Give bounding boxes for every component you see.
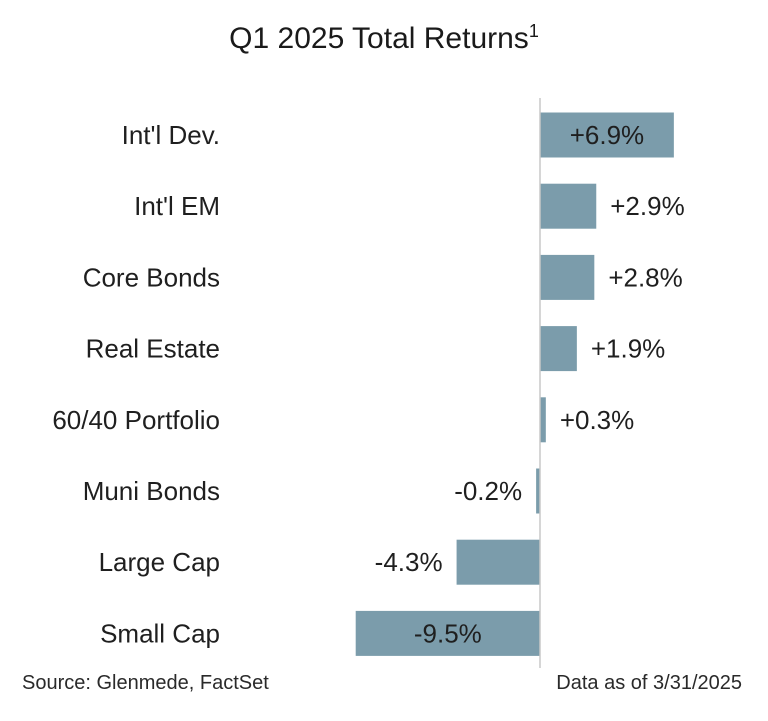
category-label: Small Cap — [100, 618, 220, 648]
bar-4 — [540, 326, 577, 372]
bar-7 — [456, 539, 540, 585]
date-note: Data as of 3/31/2025 — [556, 672, 742, 694]
bar-3 — [540, 254, 595, 300]
category-label: 60/40 Portfolio — [52, 405, 220, 435]
category-label: Large Cap — [99, 547, 220, 577]
category-label: Int'l EM — [134, 191, 220, 221]
value-label: +1.9% — [591, 334, 665, 364]
bar-1 — [540, 112, 674, 158]
value-label: +2.8% — [608, 262, 682, 292]
category-label: Int'l Dev. — [122, 120, 220, 150]
chart-title-text: Q1 2025 Total Returns — [229, 22, 529, 55]
chart-title-footnote: 1 — [528, 21, 539, 41]
chart-title: Q1 2025 Total Returns1 — [0, 22, 768, 56]
value-labels: +6.9% +2.9% +2.8% +1.9% +0.3% -0.2% -4.3% -9.5% — [375, 120, 685, 648]
value-label: -9.5% — [414, 618, 482, 648]
category-labels: Int'l Dev. Int'l EM Core Bonds Real Estate 6… — [52, 120, 220, 648]
source-note: Source: Glenmede, FactSet — [22, 672, 269, 694]
bar-6 — [536, 468, 540, 514]
value-label: -0.2% — [454, 476, 522, 506]
bars-group — [355, 112, 674, 656]
value-label: +2.9% — [610, 191, 684, 221]
value-label: +0.3% — [560, 405, 634, 435]
bar-8 — [355, 610, 540, 656]
value-label: -4.3% — [375, 547, 443, 577]
bar-2 — [540, 183, 597, 229]
value-label: +6.9% — [570, 120, 644, 150]
category-label: Real Estate — [86, 334, 220, 364]
bar-5 — [540, 397, 546, 443]
category-label: Core Bonds — [83, 262, 220, 292]
category-label: Muni Bonds — [83, 476, 220, 506]
